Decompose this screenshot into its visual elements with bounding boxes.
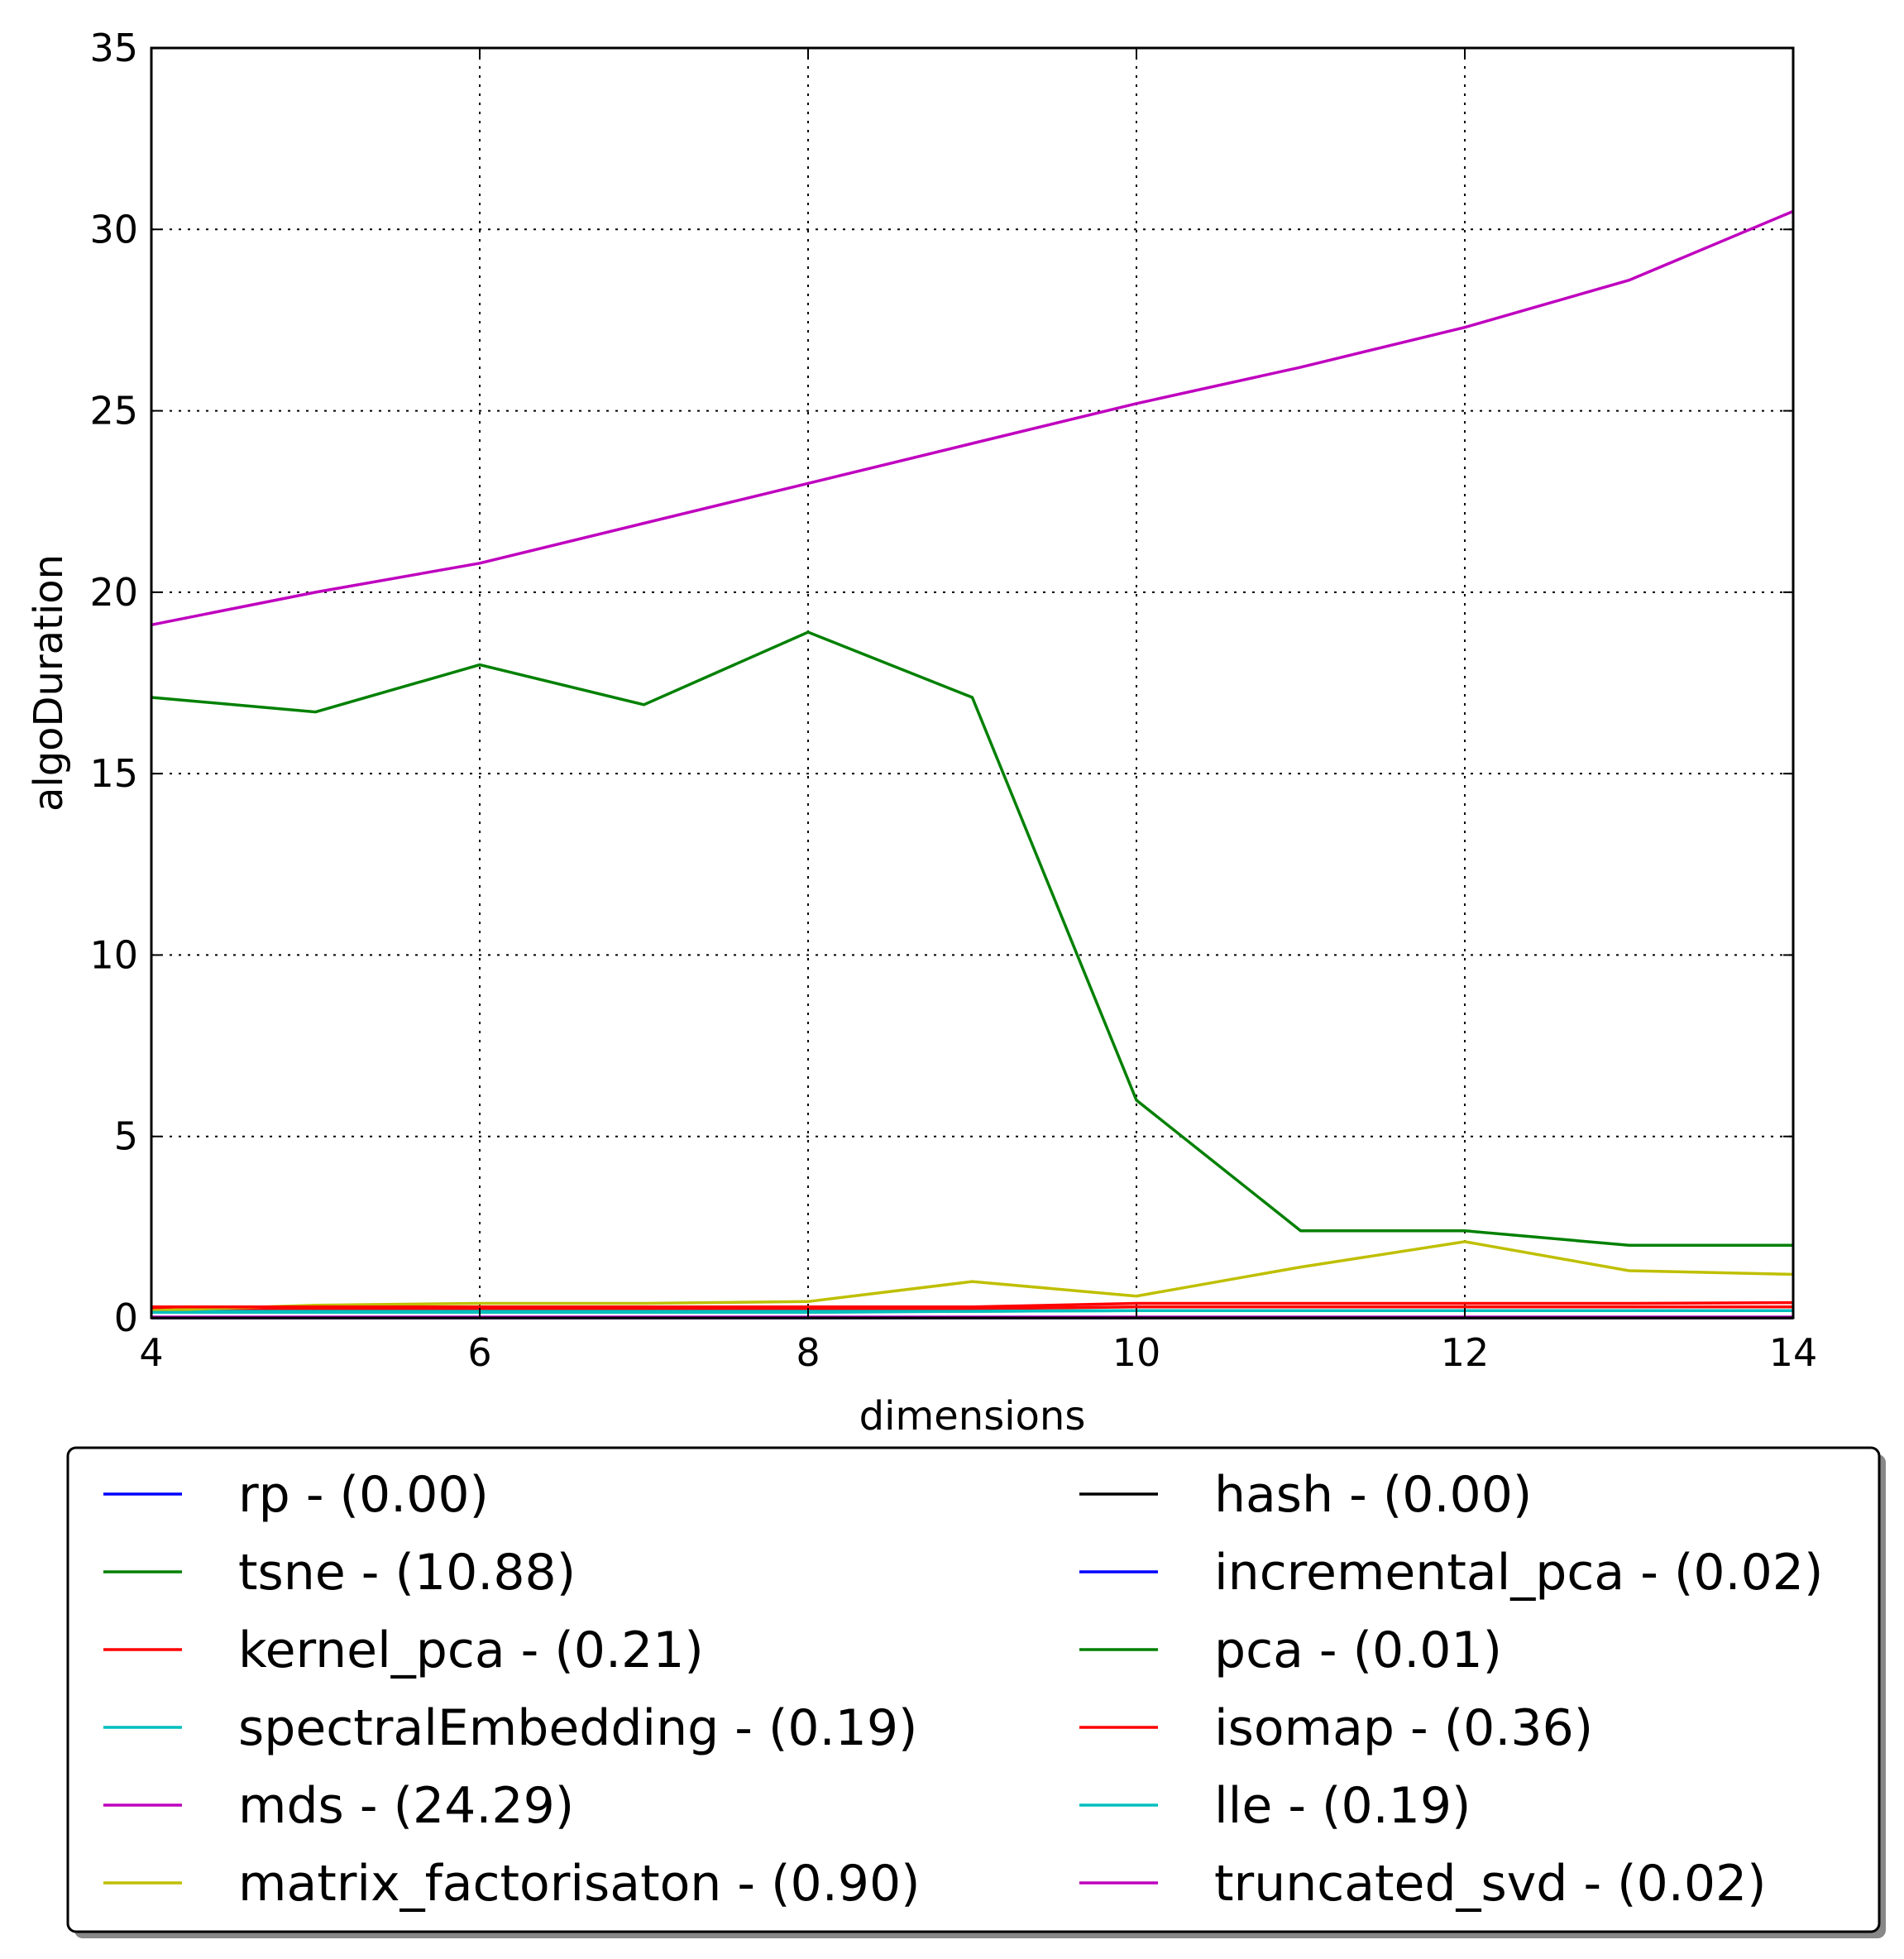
- x-tick-label: 8: [796, 1330, 820, 1375]
- y-tick-label: 15: [89, 751, 138, 796]
- series-line: [151, 1240, 1794, 1312]
- legend-item: mds - (24.29): [103, 1777, 574, 1835]
- x-tick-label: 4: [139, 1330, 163, 1375]
- legend-label: isomap - (0.36): [1214, 1699, 1593, 1757]
- legend-label: matrix_factorisaton - (0.90): [238, 1855, 921, 1913]
- y-tick-label: 30: [89, 207, 138, 251]
- legend-item: pca - (0.01): [1079, 1621, 1502, 1679]
- series-line: [151, 1300, 1794, 1309]
- series-line: [151, 209, 1794, 627]
- legend-label: truncated_svd - (0.02): [1214, 1855, 1767, 1913]
- legend-item: isomap - (0.36): [1079, 1699, 1593, 1757]
- x-tick-label: 10: [1112, 1330, 1161, 1375]
- x-tick-label: 12: [1441, 1330, 1490, 1375]
- y-tick-label: 20: [89, 570, 138, 615]
- y-tick-label: 5: [114, 1114, 138, 1159]
- legend-item: tsne - (10.88): [103, 1544, 576, 1602]
- axis-ticks: 4 6 8 10 12 14 0 5 10 15 20 25 30 35: [89, 26, 1817, 1375]
- legend-label: lle - (0.19): [1214, 1777, 1471, 1835]
- legend-item: truncated_svd - (0.02): [1079, 1855, 1767, 1913]
- y-tick-label: 35: [89, 26, 138, 70]
- legend-label: rp - (0.00): [238, 1466, 489, 1524]
- x-tick-label: 14: [1769, 1330, 1818, 1375]
- legend-item: lle - (0.19): [1079, 1777, 1471, 1835]
- legend-label: mds - (24.29): [238, 1777, 574, 1835]
- legend-box: [66, 1446, 1881, 1933]
- legend-item: matrix_factorisaton - (0.90): [103, 1855, 921, 1913]
- legend-label: tsne - (10.88): [238, 1544, 576, 1602]
- legend-item: spectralEmbedding - (0.19): [103, 1699, 917, 1757]
- y-tick-label: 0: [114, 1296, 138, 1340]
- legend-label: incremental_pca - (0.02): [1214, 1544, 1823, 1602]
- series-line: [151, 1309, 1793, 1315]
- legend-label: pca - (0.01): [1214, 1621, 1502, 1679]
- x-axis-label: dimensions: [859, 1393, 1086, 1439]
- series-line: [151, 1305, 1793, 1310]
- legend-items: rp - (0.00) tsne - (10.88) kernel_pca - (0…: [103, 1466, 1823, 1913]
- series-line: [151, 630, 1793, 1248]
- legend-label: hash - (0.00): [1214, 1466, 1532, 1524]
- series-lines: [151, 209, 1794, 1320]
- x-tick-label: 6: [467, 1330, 491, 1375]
- y-tick-label: 10: [89, 932, 138, 977]
- legend-item: rp - (0.00): [103, 1466, 489, 1524]
- y-tick-label: 25: [89, 389, 138, 433]
- legend-label: spectralEmbedding - (0.19): [238, 1699, 917, 1757]
- legend-item: kernel_pca - (0.21): [103, 1621, 704, 1679]
- grid: [151, 48, 1793, 1318]
- legend: rp - (0.00) tsne - (10.88) kernel_pca - (0…: [66, 1446, 1886, 1938]
- legend-label: kernel_pca - (0.21): [238, 1621, 704, 1679]
- legend-item: incremental_pca - (0.02): [1079, 1544, 1823, 1602]
- legend-item: hash - (0.00): [1079, 1466, 1532, 1524]
- y-axis-label: algoDuration: [26, 554, 72, 812]
- plot-frame: [150, 46, 1795, 1320]
